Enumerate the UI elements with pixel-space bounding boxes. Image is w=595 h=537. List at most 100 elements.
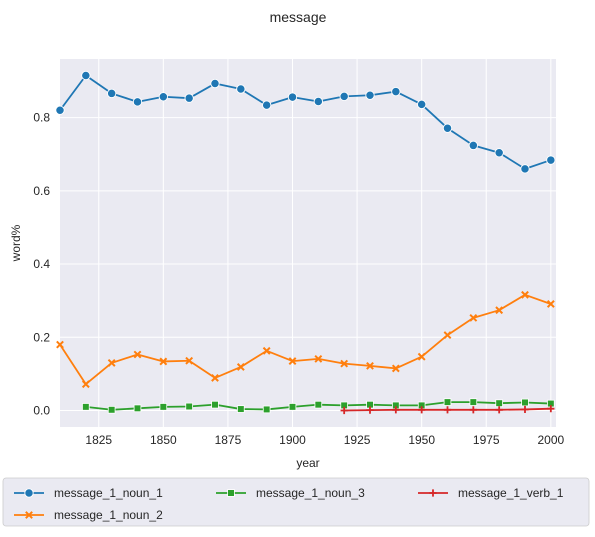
data-point	[495, 399, 503, 407]
data-point	[313, 96, 323, 107]
data-point	[236, 363, 245, 371]
series-layer	[55, 70, 556, 415]
data-point	[314, 354, 323, 363]
data-point	[469, 398, 478, 406]
data-point	[210, 78, 220, 89]
data-point	[340, 406, 348, 415]
data-point	[184, 93, 194, 103]
data-point	[107, 405, 116, 414]
data-point	[417, 99, 427, 110]
series-message_1_noun_1	[55, 70, 556, 174]
data-point	[443, 331, 452, 339]
data-point	[159, 357, 168, 366]
data-point	[520, 164, 530, 174]
data-point	[469, 406, 477, 414]
data-point	[468, 140, 478, 151]
data-point	[82, 403, 90, 411]
data-point	[494, 148, 504, 158]
y-axis-title: word%	[9, 224, 23, 262]
data-point	[107, 359, 116, 367]
legend-label: message_1_noun_3	[256, 486, 365, 500]
data-point	[185, 356, 194, 365]
data-point	[288, 357, 297, 365]
data-point	[443, 398, 452, 406]
legend-marker	[25, 511, 33, 519]
data-point	[237, 405, 245, 413]
y-tick-label: 0.4	[33, 257, 50, 271]
data-point	[546, 155, 556, 165]
data-point	[81, 380, 90, 389]
data-point	[236, 84, 246, 94]
data-point	[366, 406, 374, 414]
data-point	[469, 313, 478, 322]
legend-label: message_1_noun_1	[54, 486, 163, 500]
series-message_1_noun_2	[56, 290, 555, 389]
data-point	[495, 306, 504, 315]
plot-area	[60, 59, 556, 427]
data-point	[521, 398, 529, 407]
legend-marker	[227, 489, 235, 497]
y-tick-label: 0.0	[33, 404, 50, 418]
x-tick-label: 1875	[215, 433, 242, 447]
x-tick-label: 1900	[279, 433, 306, 447]
data-point	[287, 92, 298, 102]
data-point	[547, 405, 555, 413]
data-point	[442, 123, 453, 133]
data-point	[185, 402, 193, 411]
data-point	[211, 374, 219, 382]
data-point	[495, 406, 503, 414]
data-point	[339, 91, 349, 101]
y-tick-label: 0.8	[33, 111, 50, 125]
data-point	[391, 364, 400, 373]
data-point	[262, 405, 271, 414]
data-point	[211, 400, 219, 409]
legend-item: message_1_noun_1	[14, 486, 163, 500]
series-message_1_verb_1	[340, 405, 555, 415]
x-tick-label: 1950	[408, 433, 435, 447]
x-axis-title: year	[296, 456, 319, 470]
data-point	[521, 405, 529, 414]
data-point	[546, 300, 555, 308]
data-point	[314, 400, 323, 409]
data-point	[391, 86, 401, 97]
data-point	[366, 361, 374, 370]
y-tick-label: 0.2	[33, 330, 50, 344]
series-line	[59, 293, 552, 386]
data-point	[365, 90, 375, 100]
legend-item: message_1_verb_1	[418, 486, 564, 500]
data-point	[158, 92, 168, 102]
data-point	[159, 403, 168, 411]
data-point	[133, 404, 142, 413]
legend-label: message_1_verb_1	[458, 486, 564, 500]
data-point	[55, 105, 65, 115]
legend-box	[2, 477, 590, 527]
legend-marker	[429, 489, 437, 497]
legend-marker	[24, 488, 34, 498]
x-tick-label: 1975	[473, 433, 500, 447]
x-tick-label: 2000	[537, 433, 564, 447]
legend-item: message_1_noun_2	[14, 508, 163, 522]
data-point	[417, 352, 426, 361]
legend: message_1_noun_1 message_1_noun_2 message_…	[2, 477, 590, 527]
x-tick-label: 1925	[344, 433, 371, 447]
data-point	[288, 403, 297, 411]
x-tick-label: 1850	[150, 433, 177, 447]
grid-lines	[60, 59, 556, 427]
series-message_1_noun_3	[82, 398, 555, 414]
data-point	[262, 100, 272, 110]
tick-labels: 1825 1850 1875 1900 1925 1950 1975 2000 0.0 0.2 0.…	[33, 111, 564, 447]
data-point	[133, 350, 142, 359]
legend-label: message_1_noun_2	[54, 508, 163, 522]
legend-item: message_1_noun_3	[216, 486, 365, 500]
data-point	[418, 406, 426, 414]
data-point	[521, 290, 529, 299]
y-tick-label: 0.6	[33, 184, 50, 198]
data-point	[56, 340, 64, 349]
x-tick-label: 1825	[85, 433, 112, 447]
data-point	[81, 70, 91, 81]
data-point	[340, 359, 349, 368]
data-point	[107, 88, 117, 99]
data-point	[132, 97, 143, 107]
data-point	[443, 406, 452, 414]
